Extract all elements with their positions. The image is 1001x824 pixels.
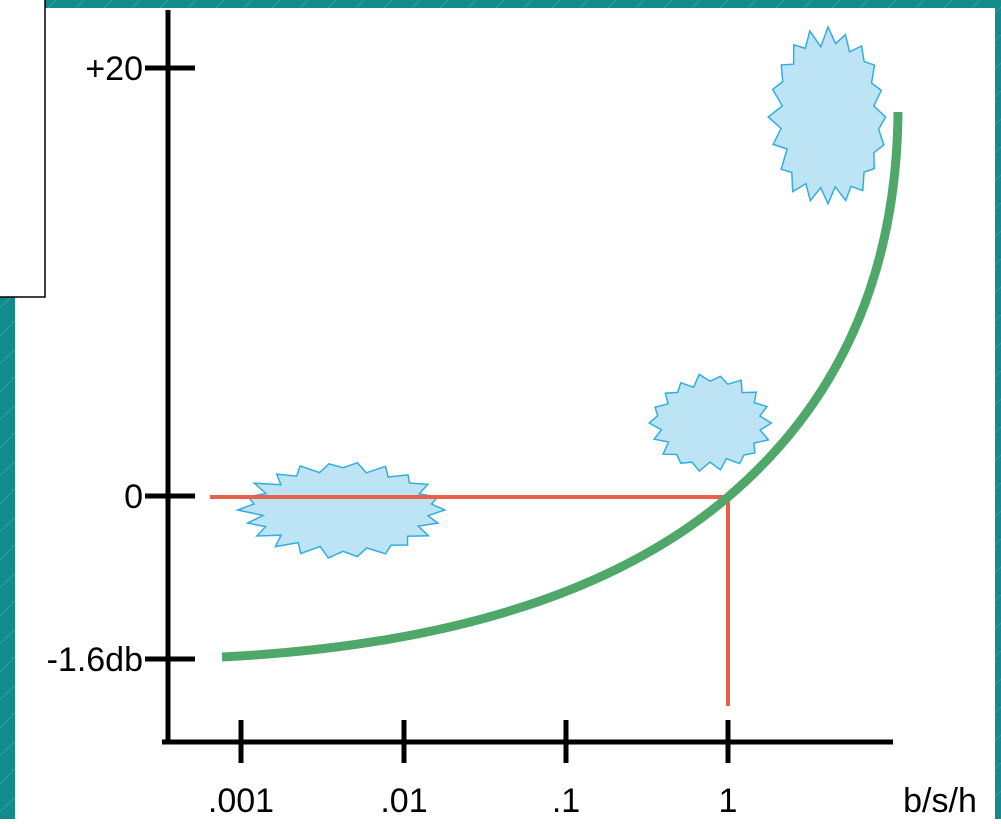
x-tick-label: 1 [719,782,738,819]
cloud [234,461,447,559]
x-tick-label: .001 [208,782,274,819]
curve [221,111,903,662]
axes [145,10,893,763]
y-tick-label: 0 [124,478,143,516]
corner-border [0,0,46,298]
y-tick-label: +20 [85,50,143,88]
x-axis-unit: b/s/h [903,782,977,819]
x-tick-label: .01 [380,782,427,819]
cloud [647,373,773,473]
corner-box [0,0,45,297]
x-tick-label: .1 [552,782,580,819]
clouds [234,25,887,559]
y-tick-label: -1.6db [47,641,143,679]
cloud [767,25,887,206]
